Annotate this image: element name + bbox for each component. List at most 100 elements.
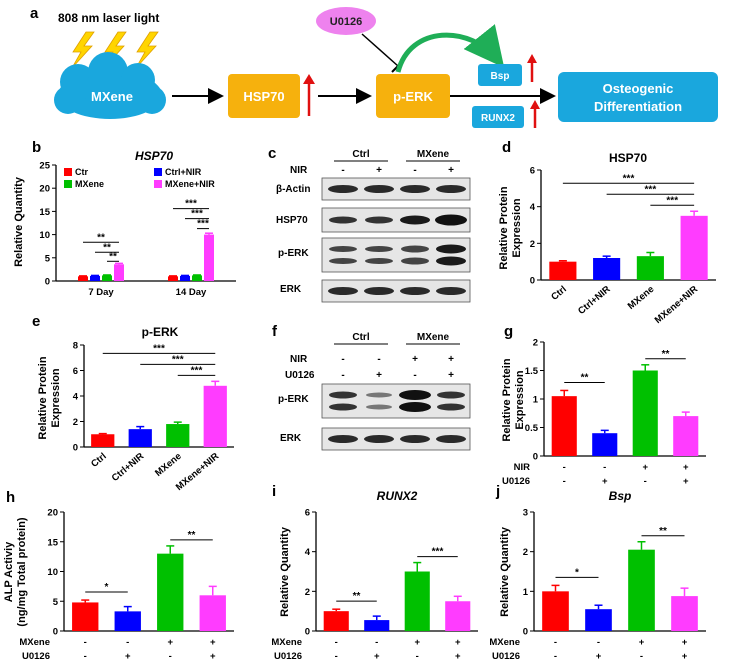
y-tick-label: 6	[73, 366, 78, 377]
condition-sign: -	[554, 651, 557, 662]
y-tick-label: 1	[523, 587, 529, 598]
significance-mark: **	[97, 232, 105, 243]
x-tick-label: Ctrl	[549, 284, 569, 303]
significance-mark: ***	[153, 343, 165, 354]
significance-mark: **	[188, 530, 196, 541]
u0126-node	[316, 7, 376, 35]
y-axis-label: ALP Activiy	[3, 541, 15, 602]
bsp-node-label: Bsp	[491, 71, 510, 82]
y-axis-label: Relative Protein	[501, 358, 513, 441]
blot-sign: -	[341, 354, 344, 365]
osteo-line2: Differentiation	[594, 99, 682, 114]
significance-mark: *	[105, 582, 109, 593]
significance-mark: **	[662, 349, 670, 360]
y-tick-label: 1.5	[525, 366, 539, 377]
condition-sign: +	[596, 651, 602, 662]
blot-strip	[321, 279, 471, 303]
significance-mark: ***	[185, 199, 197, 210]
condition-sign: -	[603, 462, 606, 473]
y-axis-label-group: Relative Quantity	[13, 176, 25, 267]
condition-label: U0126	[274, 651, 302, 662]
mxene-cloud: MXene	[54, 52, 166, 119]
y-tick-label: 15	[39, 207, 50, 218]
legend-label: Ctr	[75, 167, 88, 177]
x-tick-label: MXene+NIR	[653, 284, 700, 326]
y-axis-label: Relative Quantity	[13, 176, 25, 267]
panel-label: i	[272, 483, 276, 500]
blot-sign: +	[448, 370, 454, 381]
bar	[632, 370, 658, 456]
x-tick-label: Ctrl+NIR	[110, 451, 146, 484]
perk-node-label: p-ERK	[393, 89, 433, 104]
y-tick-label: 5	[45, 253, 51, 264]
bar	[445, 601, 471, 631]
condition-sign: +	[639, 637, 645, 648]
y-axis-label-group: Relative Protein Expression	[37, 356, 62, 439]
y-tick-label: 20	[47, 508, 58, 519]
condition-sign: +	[602, 476, 608, 487]
condition-sign: -	[335, 637, 338, 648]
panel-label: g	[504, 323, 513, 340]
panel-f-western-blot: f Ctrl MXene NIR - - + + U0126 - + - + p…	[272, 323, 471, 451]
condition-sign: +	[642, 462, 648, 473]
bar	[78, 276, 88, 281]
y-tick-label: 8	[73, 341, 78, 352]
blot-strip	[321, 237, 471, 273]
condition-sign: -	[554, 637, 557, 648]
blot-condition-label: U0126	[285, 370, 315, 381]
panel-label-f: f	[272, 323, 278, 340]
y-tick-label: 25	[39, 161, 50, 172]
condition-sign: -	[416, 651, 419, 662]
runx2-node	[472, 106, 524, 128]
hsp70-node-label: HSP70	[243, 89, 284, 104]
y-tick-label: 0	[530, 276, 535, 287]
blot-strip	[321, 427, 471, 451]
y-axis-label-group: ALP Activiy (ng/mg Total protein)	[3, 517, 28, 627]
bar	[72, 602, 99, 631]
bar	[168, 276, 178, 281]
legend-label: MXene	[75, 179, 104, 189]
significance-mark: ***	[623, 173, 635, 184]
y-axis-label-group: Relative Protein Expression	[498, 186, 523, 269]
condition-sign: -	[597, 637, 600, 648]
blot-row-label: HSP70	[276, 215, 308, 226]
bar	[180, 275, 190, 281]
blot-sign: +	[412, 354, 418, 365]
blot-group-label: Ctrl	[352, 332, 369, 343]
bar	[157, 553, 184, 631]
y-tick-label: 0	[523, 627, 528, 638]
hsp70-node	[228, 74, 300, 118]
y-axis-label: Expression	[511, 198, 523, 258]
y-tick-label: 0	[73, 443, 78, 454]
activation-curve	[395, 24, 505, 73]
condition-sign: +	[455, 637, 461, 648]
panel-a-schematic: a 808 nm laser light MXene HSP70 p-ERK U…	[30, 5, 718, 128]
condition-sign: -	[169, 651, 172, 662]
bar	[91, 434, 115, 447]
u0126-node-label: U0126	[330, 16, 362, 28]
panel-label: d	[502, 139, 511, 156]
mxene-node-label: MXene	[91, 89, 133, 104]
condition-label: U0126	[502, 476, 530, 487]
osteo-line1: Osteogenic	[603, 81, 674, 96]
condition-label: U0126	[492, 651, 520, 662]
chart-title: HSP70	[609, 151, 647, 165]
bar	[114, 611, 141, 631]
bar	[90, 275, 100, 281]
y-axis-label: Relative Quantity	[499, 526, 511, 617]
bar	[680, 215, 708, 280]
panel-label: h	[6, 489, 15, 506]
x-tick-label: Ctrl	[89, 451, 109, 470]
x-tick-label: MXene	[626, 284, 657, 312]
condition-sign: -	[563, 476, 566, 487]
y-tick-label: 3	[523, 508, 528, 519]
bar	[671, 596, 698, 631]
significance-mark: ***	[432, 547, 444, 558]
legend-swatch	[154, 168, 162, 176]
blot-row-label: β-Actin	[276, 184, 310, 195]
blot-condition-label: NIR	[290, 165, 308, 176]
legend-label: Ctrl+NIR	[165, 167, 202, 177]
condition-label: MXene	[19, 637, 50, 648]
significance-mark: *	[575, 567, 579, 578]
